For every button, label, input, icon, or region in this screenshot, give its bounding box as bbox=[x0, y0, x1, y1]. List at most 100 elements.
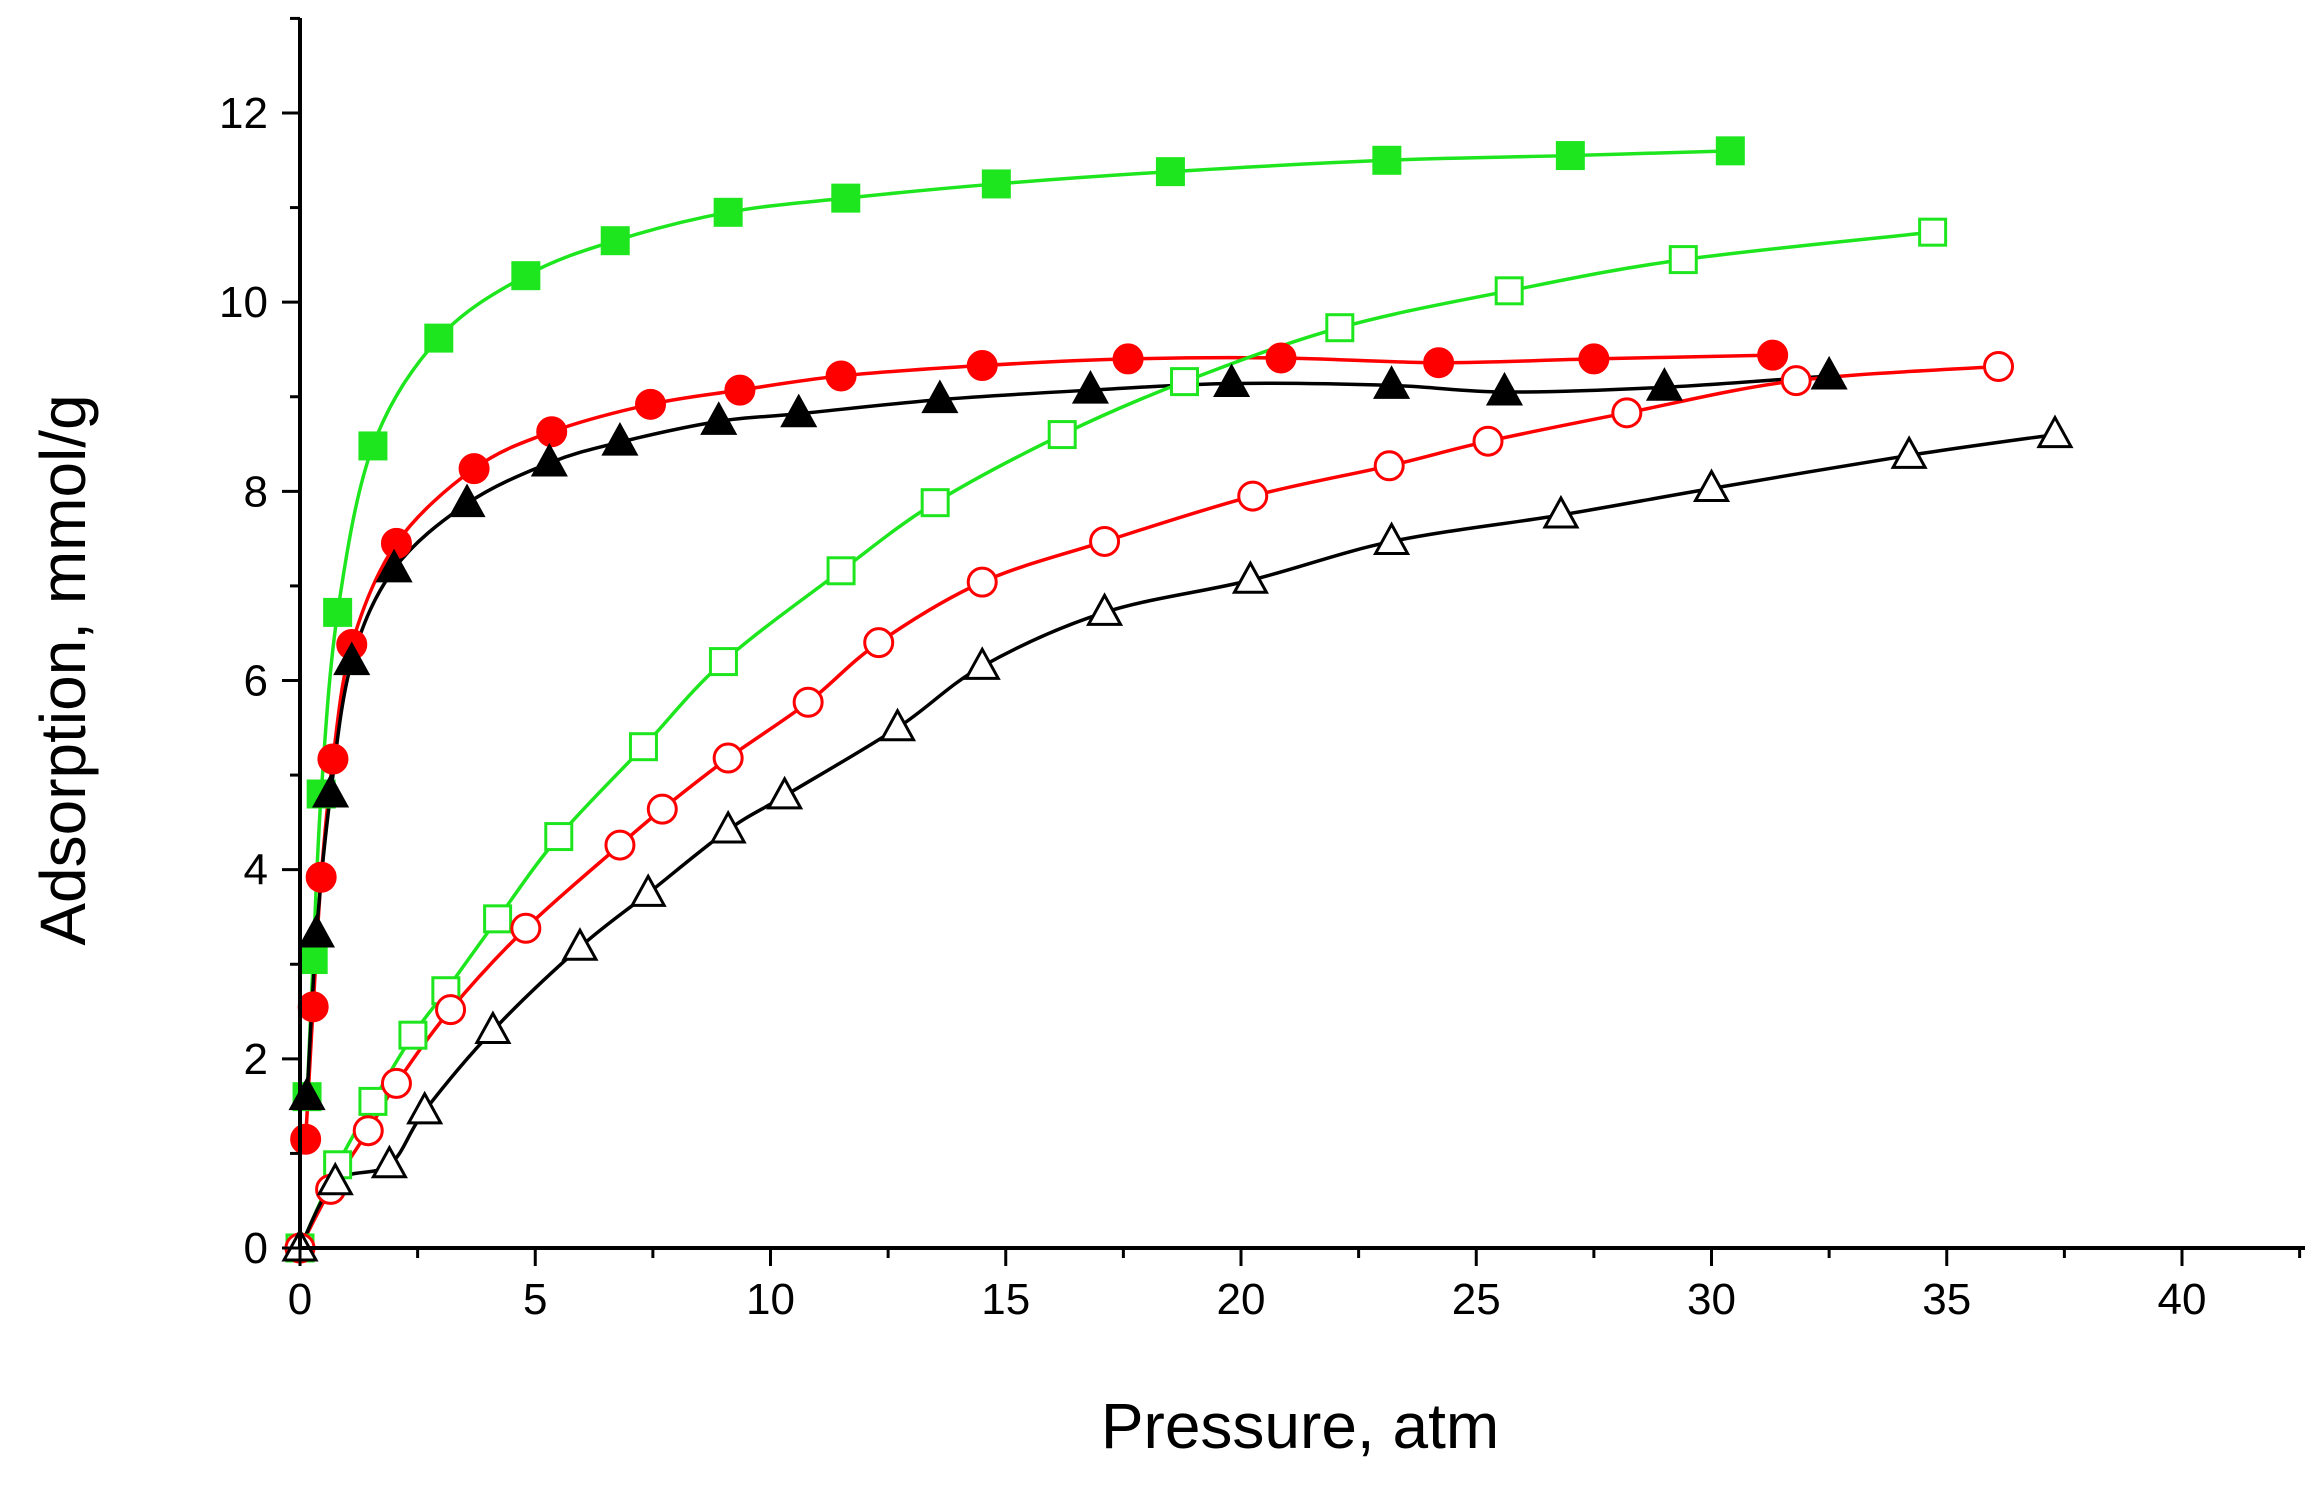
circle-marker bbox=[792, 686, 824, 718]
square-marker bbox=[708, 647, 738, 677]
triangle-marker bbox=[601, 422, 639, 456]
triangle-marker bbox=[333, 641, 371, 676]
circle-marker bbox=[1423, 347, 1455, 379]
series-markers-2 bbox=[288, 355, 1848, 1111]
triangle-marker bbox=[561, 927, 599, 961]
circle-marker bbox=[1472, 425, 1504, 457]
square-marker bbox=[831, 183, 861, 213]
triangle-marker bbox=[629, 873, 667, 907]
circle-marker bbox=[724, 374, 756, 406]
square-marker bbox=[1325, 313, 1355, 343]
circle-marker bbox=[1265, 342, 1297, 374]
circle-marker bbox=[1112, 343, 1144, 375]
triangle-marker bbox=[1542, 494, 1580, 529]
triangle-marker bbox=[316, 1161, 354, 1196]
square-marker bbox=[323, 597, 353, 627]
x-tick-label: 40 bbox=[2158, 1275, 2207, 1324]
circle-marker bbox=[825, 360, 857, 392]
series-markers-3 bbox=[285, 217, 1948, 1263]
circle-marker bbox=[1780, 365, 1812, 397]
triangle-marker bbox=[530, 442, 568, 477]
square-marker bbox=[826, 556, 856, 586]
triangle-marker bbox=[921, 379, 959, 414]
circle-marker bbox=[290, 1123, 322, 1155]
square-marker bbox=[1918, 217, 1948, 247]
y-tick-label: 12 bbox=[219, 89, 268, 138]
series-markers bbox=[281, 136, 2074, 1264]
y-ticks: 0 2 4 6 8 10 12 bbox=[219, 16, 300, 1273]
triangle-marker bbox=[766, 775, 804, 810]
square-marker bbox=[1155, 157, 1185, 187]
square-marker bbox=[1494, 276, 1524, 306]
triangle-marker bbox=[1086, 592, 1124, 626]
triangle-marker bbox=[1213, 363, 1251, 398]
triangle-marker bbox=[878, 707, 917, 742]
triangle-marker bbox=[780, 393, 818, 428]
series-markers-1 bbox=[290, 339, 1789, 1155]
circle-marker bbox=[458, 453, 490, 485]
triangle-marker bbox=[709, 809, 747, 844]
x-tick-label: 15 bbox=[981, 1275, 1030, 1324]
y-tick-label: 2 bbox=[244, 1035, 268, 1084]
x-tick-label: 0 bbox=[288, 1275, 312, 1324]
square-marker bbox=[398, 1020, 428, 1050]
y-axis-title: Adsorption, mmol/g bbox=[27, 394, 99, 945]
x-axis-title: Pressure, atm bbox=[1101, 1390, 1499, 1462]
circle-marker bbox=[1757, 339, 1789, 371]
triangle-marker bbox=[1692, 468, 1731, 502]
square-marker bbox=[600, 226, 630, 256]
x-tick-label: 20 bbox=[1217, 1275, 1266, 1324]
square-marker bbox=[1668, 245, 1698, 275]
triangle-marker bbox=[312, 773, 350, 808]
triangle-marker bbox=[406, 1090, 444, 1125]
circle-marker bbox=[1373, 450, 1405, 482]
circle-marker bbox=[712, 742, 744, 774]
square-marker bbox=[358, 431, 388, 461]
square-marker bbox=[1715, 136, 1745, 166]
square-marker bbox=[1047, 420, 1077, 450]
circle-marker bbox=[635, 388, 667, 420]
axes: 0 5 10 15 20 25 30 35 40 0 2 4 6 8 10 12 bbox=[219, 16, 2305, 1324]
triangle-marker bbox=[375, 548, 413, 583]
circle-marker bbox=[380, 1067, 412, 1099]
triangle-marker bbox=[1373, 521, 1411, 555]
circle-marker bbox=[604, 829, 636, 861]
x-tick-label: 10 bbox=[746, 1275, 795, 1324]
y-tick-label: 8 bbox=[244, 467, 268, 516]
triangle-marker bbox=[1810, 355, 1848, 390]
y-tick-label: 4 bbox=[244, 846, 268, 895]
square-marker bbox=[920, 488, 950, 518]
circle-marker bbox=[352, 1115, 384, 1147]
triangle-marker bbox=[370, 1144, 408, 1179]
y-tick-label: 10 bbox=[219, 278, 268, 327]
x-tick-label: 30 bbox=[1687, 1275, 1736, 1324]
x-tick-label: 35 bbox=[1922, 1275, 1971, 1324]
series-markers-5 bbox=[281, 414, 2074, 1262]
square-marker bbox=[1170, 367, 1200, 397]
square-marker bbox=[1372, 145, 1402, 175]
triangle-marker bbox=[2036, 414, 2074, 449]
y-tick-label: 0 bbox=[244, 1224, 268, 1273]
circle-marker bbox=[646, 793, 678, 825]
square-marker bbox=[1555, 141, 1585, 171]
x-tick-label: 5 bbox=[523, 1275, 547, 1324]
circle-marker bbox=[317, 743, 349, 775]
series-line-5 bbox=[298, 432, 2056, 1249]
triangle-marker bbox=[474, 1010, 512, 1044]
series-line-2 bbox=[305, 374, 1830, 1097]
circle-marker bbox=[1237, 480, 1269, 512]
series-line-4 bbox=[298, 364, 1999, 1249]
triangle-marker bbox=[1485, 371, 1524, 406]
triangle-marker bbox=[1231, 560, 1269, 594]
square-marker bbox=[713, 197, 743, 227]
circle-marker bbox=[966, 566, 998, 598]
triangle-marker bbox=[1373, 365, 1411, 399]
circle-marker bbox=[305, 861, 337, 893]
square-marker bbox=[298, 945, 328, 975]
x-ticks: 0 5 10 15 20 25 30 35 40 bbox=[288, 1248, 2302, 1324]
circle-marker bbox=[297, 991, 329, 1023]
triangle-marker bbox=[700, 401, 738, 435]
triangle-marker bbox=[448, 483, 486, 518]
square-marker bbox=[358, 1086, 388, 1116]
